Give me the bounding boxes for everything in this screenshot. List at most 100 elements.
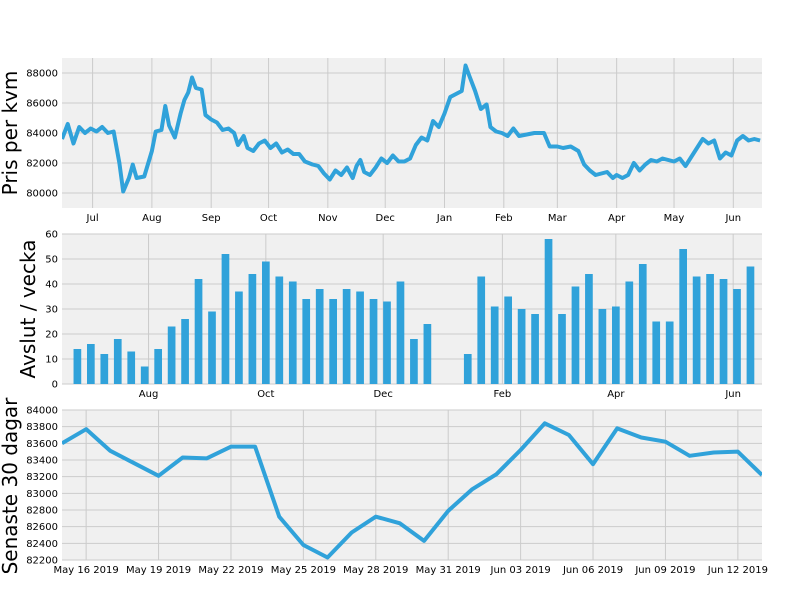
y-tick-label: 83600 [26, 439, 58, 450]
bar [248, 274, 257, 384]
bar [383, 301, 391, 384]
y-tick-label: 86000 [26, 99, 58, 110]
bar [221, 254, 230, 384]
y-tick-label: 82200 [26, 556, 58, 567]
bar [504, 296, 512, 384]
y-tick-label: 83800 [26, 422, 58, 433]
x-tick-label: May 31 2019 [416, 565, 481, 576]
x-tick-label: May 25 2019 [271, 565, 336, 576]
y-tick-label: 84000 [26, 129, 58, 140]
bar [396, 281, 405, 384]
bar [719, 279, 728, 384]
bar [558, 314, 566, 384]
bar [652, 321, 661, 384]
price-per-sqm-ylabel: Pris per kvm [0, 71, 22, 196]
bar [100, 354, 109, 384]
x-tick-label: Jun 06 2019 [562, 565, 623, 576]
bar [692, 276, 701, 384]
y-tick-label: 82600 [26, 522, 58, 533]
bar [585, 274, 593, 384]
bar [329, 299, 337, 384]
bar [665, 321, 674, 384]
sales-per-week-panel: Avslut / vecka 0 10 20 30 40 50 60 Aug Oct Dec Feb… [16, 230, 762, 400]
bar [463, 354, 472, 384]
last-30-days-ylabel: Senaste 30 dagar [0, 397, 22, 575]
x-tick-label: Apr [608, 213, 626, 224]
plot-background [62, 410, 762, 560]
x-tick-label: May [664, 213, 685, 224]
bar [746, 266, 755, 384]
bar [410, 339, 418, 384]
y-tick-label: 88000 [26, 69, 58, 80]
bar [490, 306, 499, 384]
bar [262, 261, 270, 384]
bar [315, 289, 324, 384]
sales-per-week-ylabel: Avslut / vecka [16, 240, 40, 379]
bar [625, 281, 634, 384]
last-30-days-panel: Senaste 30 dagar 82200 82400 82600 82800 830… [0, 397, 768, 576]
bar [87, 344, 95, 384]
x-tick-label: May 19 2019 [126, 565, 191, 576]
x-tick-label: Jan [436, 213, 452, 224]
series-line [62, 421, 762, 560]
bar [275, 276, 284, 384]
bar [235, 291, 243, 384]
y-tick-label: 20 [45, 330, 58, 341]
bar [302, 299, 311, 384]
bar [342, 289, 351, 384]
bar [544, 239, 553, 384]
x-tick-label: Aug [139, 389, 159, 400]
x-tick-label: Jul [86, 213, 99, 224]
y-tick-label: 83000 [26, 489, 58, 500]
bar [423, 324, 432, 384]
bar [638, 264, 647, 384]
x-tick-label: Sep [202, 213, 221, 224]
y-tick-label: 10 [45, 355, 58, 366]
x-tick-label: Dec [373, 389, 392, 400]
series-line [62, 63, 761, 194]
bar [477, 276, 486, 384]
y-tick-label: 82000 [26, 159, 58, 170]
y-tick-label: 80000 [26, 189, 58, 200]
bar [706, 274, 714, 384]
bar [73, 349, 82, 384]
bar [113, 339, 122, 384]
bar [733, 289, 741, 384]
bar [356, 291, 364, 384]
bar [288, 281, 297, 384]
y-tick-label: 82800 [26, 506, 58, 517]
bar [127, 351, 136, 384]
bar [154, 349, 162, 384]
y-tick-label: 40 [45, 280, 58, 291]
x-tick-label: Feb [495, 213, 513, 224]
x-tick-label: Apr [607, 389, 625, 400]
bar [181, 319, 189, 384]
y-tick-label: 84000 [26, 406, 58, 417]
bar [194, 279, 203, 384]
bar [167, 326, 176, 384]
x-tick-label: Nov [318, 213, 338, 224]
bar [571, 286, 580, 384]
bar [517, 309, 526, 384]
bar [679, 249, 687, 384]
y-tick-label: 60 [45, 230, 58, 241]
x-tick-label: Dec [376, 213, 395, 224]
y-tick-label: 82400 [26, 539, 58, 550]
bar [140, 366, 149, 384]
bar [531, 314, 539, 384]
price-per-sqm-panel: Pris per kvm 80000 82000 84000 86000 88000 Ju… [0, 58, 762, 224]
x-tick-label: Jun 03 2019 [490, 565, 551, 576]
x-tick-label: Jun 12 2019 [707, 565, 768, 576]
bar [598, 309, 607, 384]
x-tick-label: May 22 2019 [198, 565, 263, 576]
x-tick-label: Mar [548, 213, 568, 224]
x-tick-label: May 28 2019 [343, 565, 408, 576]
x-tick-label: Jun 09 2019 [634, 565, 695, 576]
y-tick-label: 50 [45, 255, 58, 266]
x-tick-label: Jun [724, 389, 741, 400]
bar [369, 299, 378, 384]
x-tick-label: May 16 2019 [54, 565, 119, 576]
x-tick-label: Feb [494, 389, 512, 400]
y-tick-label: 83200 [26, 472, 58, 483]
